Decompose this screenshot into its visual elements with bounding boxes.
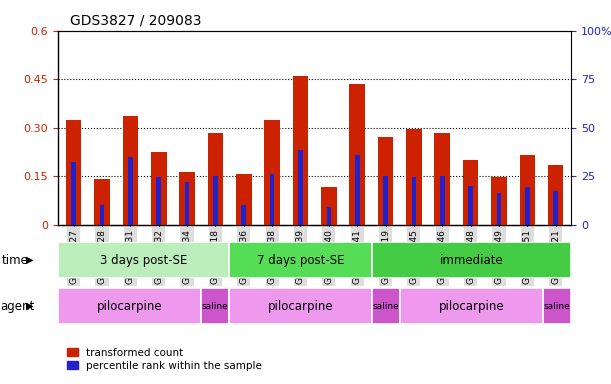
Text: pilocarpine: pilocarpine xyxy=(268,300,333,313)
Text: saline: saline xyxy=(544,302,571,311)
Text: saline: saline xyxy=(202,302,229,311)
Bar xyxy=(519,155,535,225)
Bar xyxy=(241,205,246,225)
Bar xyxy=(270,174,274,225)
Bar xyxy=(406,129,422,225)
Bar xyxy=(554,191,558,225)
Legend: transformed count, percentile rank within the sample: transformed count, percentile rank withi… xyxy=(64,344,266,375)
Bar xyxy=(400,288,543,324)
Bar xyxy=(265,119,280,225)
Bar xyxy=(525,187,530,225)
Bar xyxy=(371,288,400,324)
Bar xyxy=(71,162,76,225)
Bar xyxy=(200,288,229,324)
Bar xyxy=(185,182,189,225)
Text: saline: saline xyxy=(373,302,400,311)
Text: 3 days post-SE: 3 days post-SE xyxy=(100,254,188,266)
Bar xyxy=(94,179,110,225)
Bar xyxy=(123,116,138,225)
Bar xyxy=(229,242,371,278)
Bar xyxy=(151,152,167,225)
Bar xyxy=(179,172,195,225)
Bar xyxy=(434,132,450,225)
Text: pilocarpine: pilocarpine xyxy=(439,300,504,313)
Bar xyxy=(236,174,252,225)
Bar xyxy=(298,150,303,225)
Text: 7 days post-SE: 7 days post-SE xyxy=(257,254,344,266)
Bar xyxy=(378,137,393,225)
Bar xyxy=(349,84,365,225)
Bar xyxy=(293,76,309,225)
Text: ▶: ▶ xyxy=(26,301,33,311)
Bar xyxy=(321,187,337,225)
Bar xyxy=(491,177,507,225)
Bar xyxy=(548,165,563,225)
Bar xyxy=(326,207,331,225)
Bar xyxy=(463,160,478,225)
Bar xyxy=(355,155,359,225)
Bar xyxy=(128,157,133,225)
Bar xyxy=(213,176,218,225)
Bar xyxy=(58,288,200,324)
Bar xyxy=(156,177,161,225)
Bar xyxy=(543,288,571,324)
Bar xyxy=(100,205,104,225)
Bar xyxy=(440,176,445,225)
Bar xyxy=(497,193,501,225)
Bar xyxy=(371,242,571,278)
Text: agent: agent xyxy=(0,300,34,313)
Bar xyxy=(468,186,473,225)
Bar xyxy=(412,177,416,225)
Bar xyxy=(66,119,81,225)
Bar xyxy=(383,175,388,225)
Bar xyxy=(58,242,229,278)
Text: ▶: ▶ xyxy=(26,255,33,265)
Bar xyxy=(229,288,371,324)
Text: GDS3827 / 209083: GDS3827 / 209083 xyxy=(70,13,202,27)
Text: time: time xyxy=(2,254,29,266)
Text: immediate: immediate xyxy=(439,254,503,266)
Text: pilocarpine: pilocarpine xyxy=(97,300,162,313)
Bar xyxy=(208,132,223,225)
